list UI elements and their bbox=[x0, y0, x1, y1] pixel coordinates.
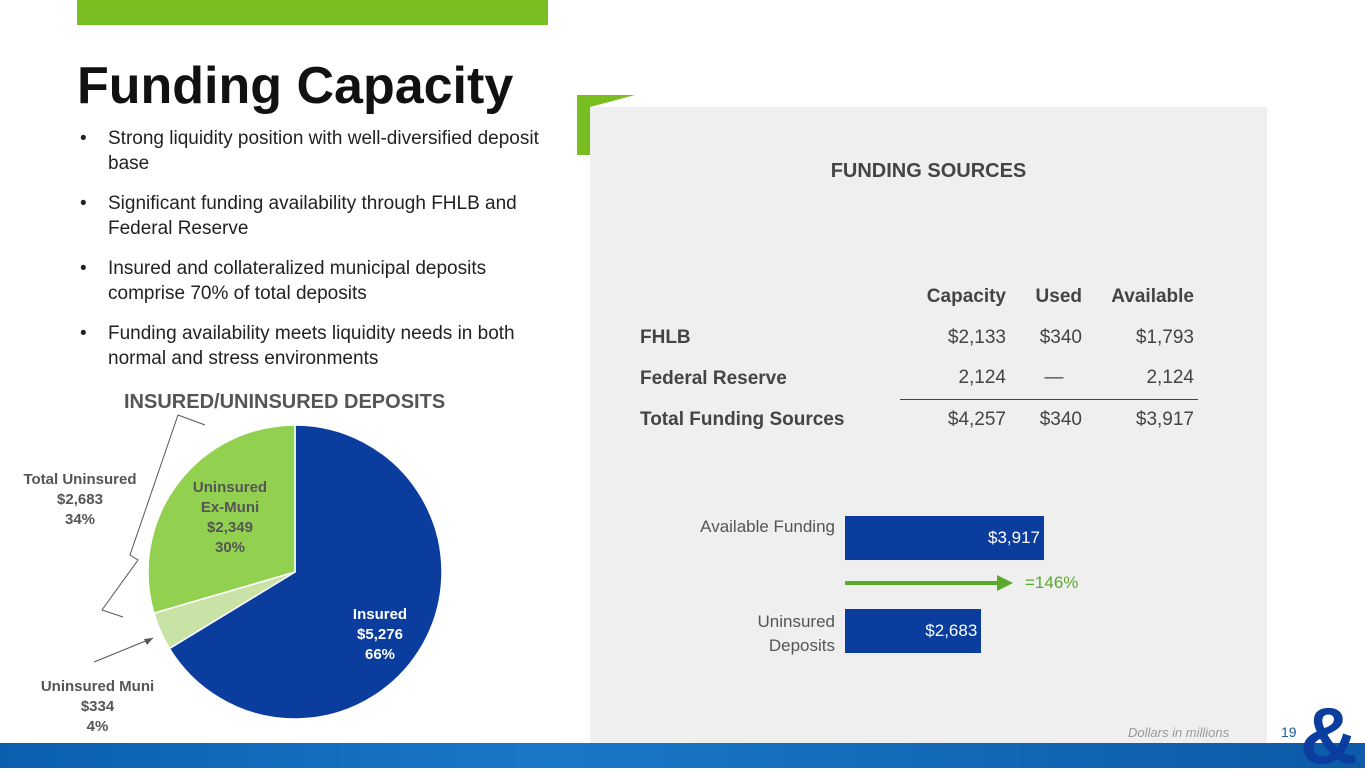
ex-muni-label: Uninsured Ex-Muni $2,349 30% bbox=[175, 478, 285, 558]
page-number: 19 bbox=[1281, 724, 1297, 740]
table-row: Total Funding Sources $4,257 $340 $3,917 bbox=[640, 399, 1198, 440]
cell: $4,257 bbox=[947, 408, 1006, 430]
funding-sources-title: FUNDING SOURCES bbox=[830, 160, 1027, 182]
bar-label: Uninsured Deposits bbox=[757, 612, 836, 655]
cell: $340 bbox=[1039, 326, 1082, 348]
insured-label: Insured $5,276 66% bbox=[330, 605, 430, 665]
cell: — bbox=[1006, 358, 1082, 400]
cell: Total Funding Sources bbox=[640, 408, 845, 430]
footer-bar bbox=[0, 743, 1365, 768]
table-row: Federal Reserve 2,124—2,124 bbox=[640, 358, 1198, 400]
col-header: Available bbox=[1111, 285, 1194, 307]
pie-slice-uninsured-ex-muni bbox=[147, 424, 296, 615]
label: Total Uninsured bbox=[23, 471, 137, 488]
pct: 34% bbox=[64, 511, 96, 528]
bullet: Strong liquidity position with well-dive… bbox=[80, 126, 540, 176]
corner-accent bbox=[577, 95, 635, 155]
total-uninsured-label: Total Uninsured $2,683 34% bbox=[10, 470, 150, 530]
name: Insured bbox=[352, 606, 408, 623]
leader-arrow bbox=[93, 637, 154, 663]
value: $2,349 bbox=[207, 519, 253, 536]
col-header: Used bbox=[1035, 285, 1082, 307]
muni-label: Uninsured Muni $334 4% bbox=[25, 677, 170, 737]
pie-chart bbox=[93, 414, 443, 720]
bracket bbox=[101, 414, 206, 618]
pct: 66% bbox=[364, 646, 396, 663]
funding-table: Capacity Used Available FHLB $2,133 $340 $1,7… bbox=[640, 276, 1198, 440]
pct: 4% bbox=[86, 718, 109, 735]
bullet: Funding availability meets liquidity nee… bbox=[80, 321, 540, 371]
bullet-list: Strong liquidity position with well-dive… bbox=[80, 126, 540, 386]
cell: $2,133 bbox=[947, 326, 1006, 348]
ampersand-logo: & bbox=[1300, 691, 1358, 780]
pct: 30% bbox=[214, 539, 246, 556]
footnote: Dollars in millions bbox=[1128, 725, 1230, 740]
cell: FHLB bbox=[640, 326, 691, 348]
cell: $1,793 bbox=[1135, 326, 1194, 348]
cell: Federal Reserve bbox=[640, 367, 787, 389]
bullet: Significant funding availability through… bbox=[80, 191, 540, 241]
col-header: Capacity bbox=[926, 285, 1006, 307]
value: $5,276 bbox=[357, 626, 403, 643]
accent-bar bbox=[77, 0, 548, 25]
value: $334 bbox=[80, 698, 115, 715]
value: $2,683 bbox=[57, 491, 103, 508]
ratio-label: =146% bbox=[1025, 573, 1079, 592]
bar-uninsured-deposits: $2,683 bbox=[845, 609, 982, 653]
pie-title: INSURED/UNINSURED DEPOSITS bbox=[124, 391, 446, 413]
page-title: Funding Capacity bbox=[77, 57, 514, 115]
table-row: FHLB $2,133 $340 $1,793 bbox=[640, 317, 1198, 358]
bar-label: Available Funding bbox=[700, 517, 835, 536]
ratio-arrow bbox=[845, 575, 1013, 591]
cell: 2,124 bbox=[1082, 358, 1198, 400]
bar-available-funding: $3,917 bbox=[845, 516, 1044, 560]
cell: 2,124 bbox=[900, 358, 1006, 400]
pie-slice-insured bbox=[168, 424, 443, 720]
bullet: Insured and collateralized municipal dep… bbox=[80, 256, 540, 306]
cell: $3,917 bbox=[1135, 408, 1194, 430]
name: Uninsured Muni bbox=[40, 678, 155, 695]
arrow-head bbox=[144, 638, 153, 645]
cell: $340 bbox=[1039, 408, 1082, 430]
